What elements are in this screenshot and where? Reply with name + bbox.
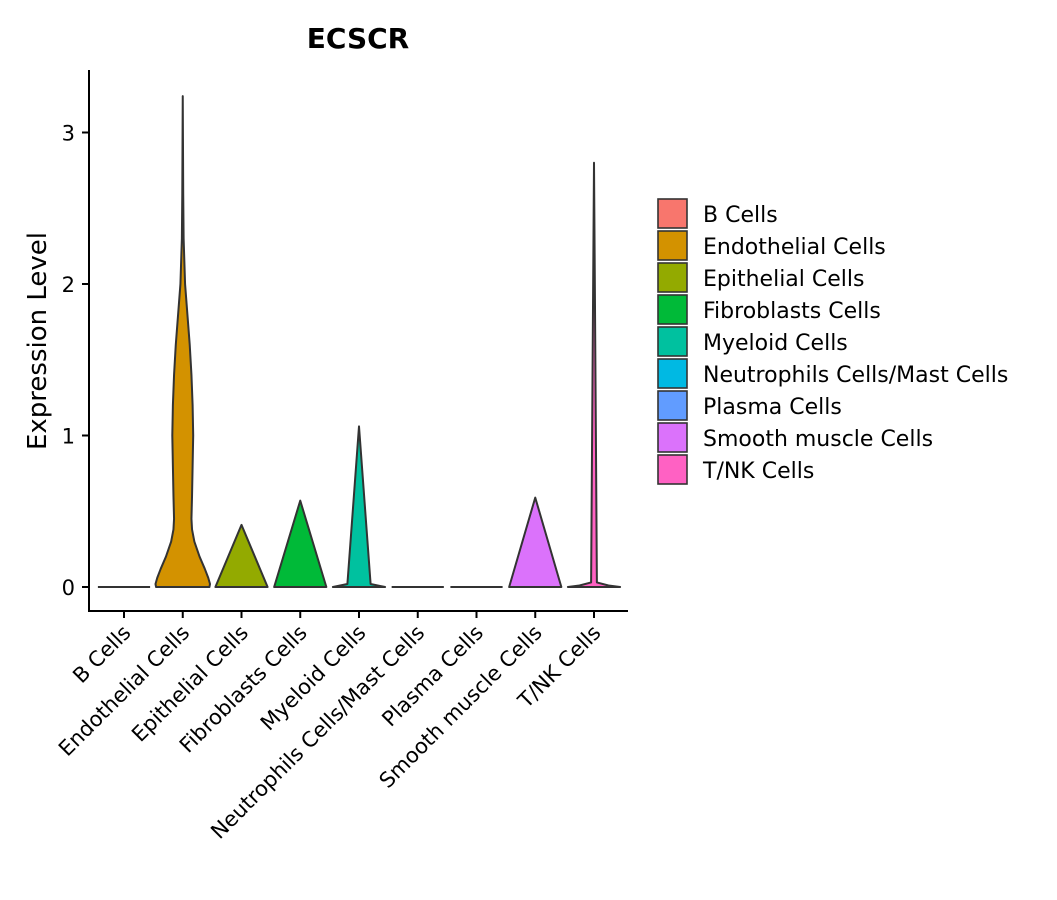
legend-label-b-cells: B Cells bbox=[703, 203, 778, 228]
legend-swatch-myeloid-cells bbox=[657, 326, 688, 357]
y-tick-label-3: 3 bbox=[62, 122, 75, 146]
x-tick-label-neutrophils-cells-mast-cells: Neutrophils Cells/Mast Cells bbox=[206, 621, 429, 844]
violin-t-nk-cells bbox=[566, 161, 622, 588]
legend-label-endothelial-cells: Endothelial Cells bbox=[703, 235, 886, 260]
legend-label-myeloid-cells: Myeloid Cells bbox=[703, 331, 848, 356]
legend-label-neutrophils-cells-mast-cells: Neutrophils Cells/Mast Cells bbox=[703, 363, 1008, 388]
legend-swatch-plasma-cells bbox=[657, 390, 688, 421]
legend-label-t-nk-cells: T/NK Cells bbox=[702, 459, 814, 484]
legend-swatch-fibroblasts-cells bbox=[657, 294, 688, 325]
violin-smooth-muscle-cells bbox=[508, 496, 563, 588]
chart-title: ECSCR bbox=[307, 22, 409, 55]
legend-swatch-epithelial-cells bbox=[657, 262, 688, 293]
violin-fibroblasts-cells bbox=[273, 499, 328, 588]
violin-epithelial-cells bbox=[214, 523, 269, 588]
y-ticks-group: 0 1 2 3 bbox=[62, 122, 89, 600]
y-axis-label: Expression Level bbox=[23, 232, 53, 450]
violins-group bbox=[97, 95, 622, 588]
legend-swatch-neutrophils-cells-mast-cells bbox=[657, 358, 688, 389]
legend-swatch-endothelial-cells bbox=[657, 230, 688, 261]
legend-label-plasma-cells: Plasma Cells bbox=[703, 395, 842, 420]
x-tick-label-plasma-cells: Plasma Cells bbox=[377, 621, 488, 732]
x-tick-label-myeloid-cells: Myeloid Cells bbox=[256, 621, 371, 736]
legend-swatch-smooth-muscle-cells bbox=[657, 422, 688, 453]
legend-swatch-t-nk-cells bbox=[657, 454, 688, 485]
legend-label-epithelial-cells: Epithelial Cells bbox=[703, 267, 864, 292]
y-tick-label-2: 2 bbox=[62, 273, 75, 297]
y-tick-label-1: 1 bbox=[62, 425, 75, 449]
legend-label-fibroblasts-cells: Fibroblasts Cells bbox=[703, 299, 881, 324]
legend-swatch-b-cells bbox=[657, 198, 688, 229]
y-tick-label-0: 0 bbox=[62, 576, 75, 600]
legend-label-smooth-muscle-cells: Smooth muscle Cells bbox=[703, 427, 933, 452]
violin-endothelial-cells bbox=[154, 95, 212, 588]
legend: B Cells Endothelial Cells Epithelial Cells… bbox=[657, 198, 1008, 485]
violin-myeloid-cells bbox=[331, 425, 387, 588]
